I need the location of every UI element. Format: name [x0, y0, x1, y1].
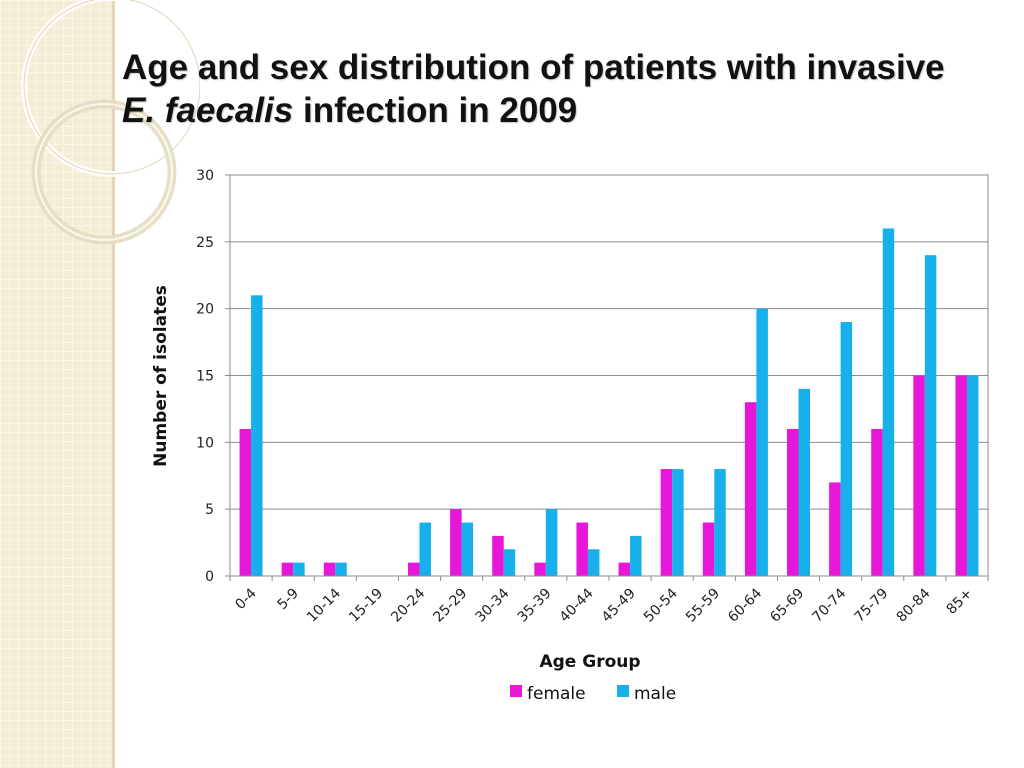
bar-female [281, 562, 294, 576]
bar-female [871, 428, 883, 576]
bar-female [408, 562, 420, 576]
bar-female [702, 522, 715, 576]
legend-label-female: female [527, 684, 586, 704]
bar-female [323, 562, 336, 576]
x-tick-label: 5-9 [275, 586, 302, 613]
bar-male [293, 562, 305, 576]
bar-female [913, 375, 925, 576]
legend: female male [510, 684, 676, 704]
bar-male [882, 228, 895, 576]
title-part-1: Age and sex distribution of patients wit… [122, 48, 945, 87]
bars [239, 228, 979, 576]
bar-female [239, 428, 252, 576]
bar-female [955, 375, 967, 576]
x-tick-label: 50-54 [641, 585, 681, 625]
bar-female [744, 402, 757, 576]
legend-swatch-female [510, 685, 522, 697]
bar-female [618, 562, 631, 576]
y-tick-label: 10 [196, 435, 214, 451]
x-tick-label: 55-59 [683, 586, 723, 626]
decorative-rings [21, 0, 200, 245]
legend-label-male: male [634, 684, 676, 704]
y-tick-label: 5 [205, 502, 214, 518]
x-tick-label: 70-74 [809, 585, 849, 625]
x-tick-label: 0-4 [232, 585, 260, 613]
side-panel-edge [112, 0, 115, 768]
bar-female [660, 469, 673, 576]
bar-male [798, 388, 810, 576]
y-tick-label: 25 [196, 235, 214, 251]
x-tick-label: 20-24 [388, 585, 428, 625]
x-tick-label: 30-34 [472, 585, 512, 625]
bar-female [492, 535, 504, 576]
bar-male [419, 522, 431, 576]
bar-male [966, 375, 979, 576]
axes [225, 174, 989, 581]
x-tick-label: 75-79 [851, 586, 891, 626]
bar-male [756, 308, 768, 576]
bar-female [534, 562, 546, 576]
bar-female [576, 522, 588, 576]
x-tick-label: 40-44 [557, 585, 597, 625]
bar-male [714, 469, 726, 576]
bar-male [672, 469, 684, 576]
title-part-2: infection in 2009 [302, 91, 578, 130]
bar-male [630, 535, 642, 576]
bar-male [545, 509, 558, 576]
bar-male [924, 255, 937, 576]
x-tick-label: 45-49 [599, 586, 639, 626]
y-tick-label: 0 [205, 569, 214, 585]
y-tick-label: 30 [196, 168, 214, 184]
x-tick-label: 85+ [944, 586, 976, 618]
y-axis-title: Number of isolates [151, 285, 171, 467]
x-tick-label: 80-84 [894, 585, 934, 625]
bar-female [787, 428, 799, 576]
y-tick-label: 15 [196, 369, 214, 385]
slide-title: Age and sex distribution of patients wit… [122, 46, 982, 132]
x-tick-label: 25-29 [430, 586, 470, 626]
bar-female [450, 509, 462, 576]
x-axis-title: Age Group [539, 652, 640, 672]
y-tick-label: 20 [196, 302, 214, 318]
bar-female [829, 482, 841, 576]
title-italic-organism: E. faecalis [122, 91, 294, 130]
bar-male [335, 562, 347, 576]
bar-male [251, 295, 263, 576]
x-tick-label: 60-64 [725, 585, 765, 625]
bar-male [840, 322, 853, 576]
legend-swatch-male [617, 685, 629, 697]
bar-male [503, 549, 516, 576]
x-tick-label: 10-14 [304, 585, 344, 625]
x-tick-label: 35-39 [515, 586, 555, 626]
bar-male [461, 522, 474, 576]
x-tick-label: 15-19 [346, 586, 386, 626]
bar-male [587, 549, 600, 576]
x-tick-label: 65-69 [767, 586, 807, 626]
